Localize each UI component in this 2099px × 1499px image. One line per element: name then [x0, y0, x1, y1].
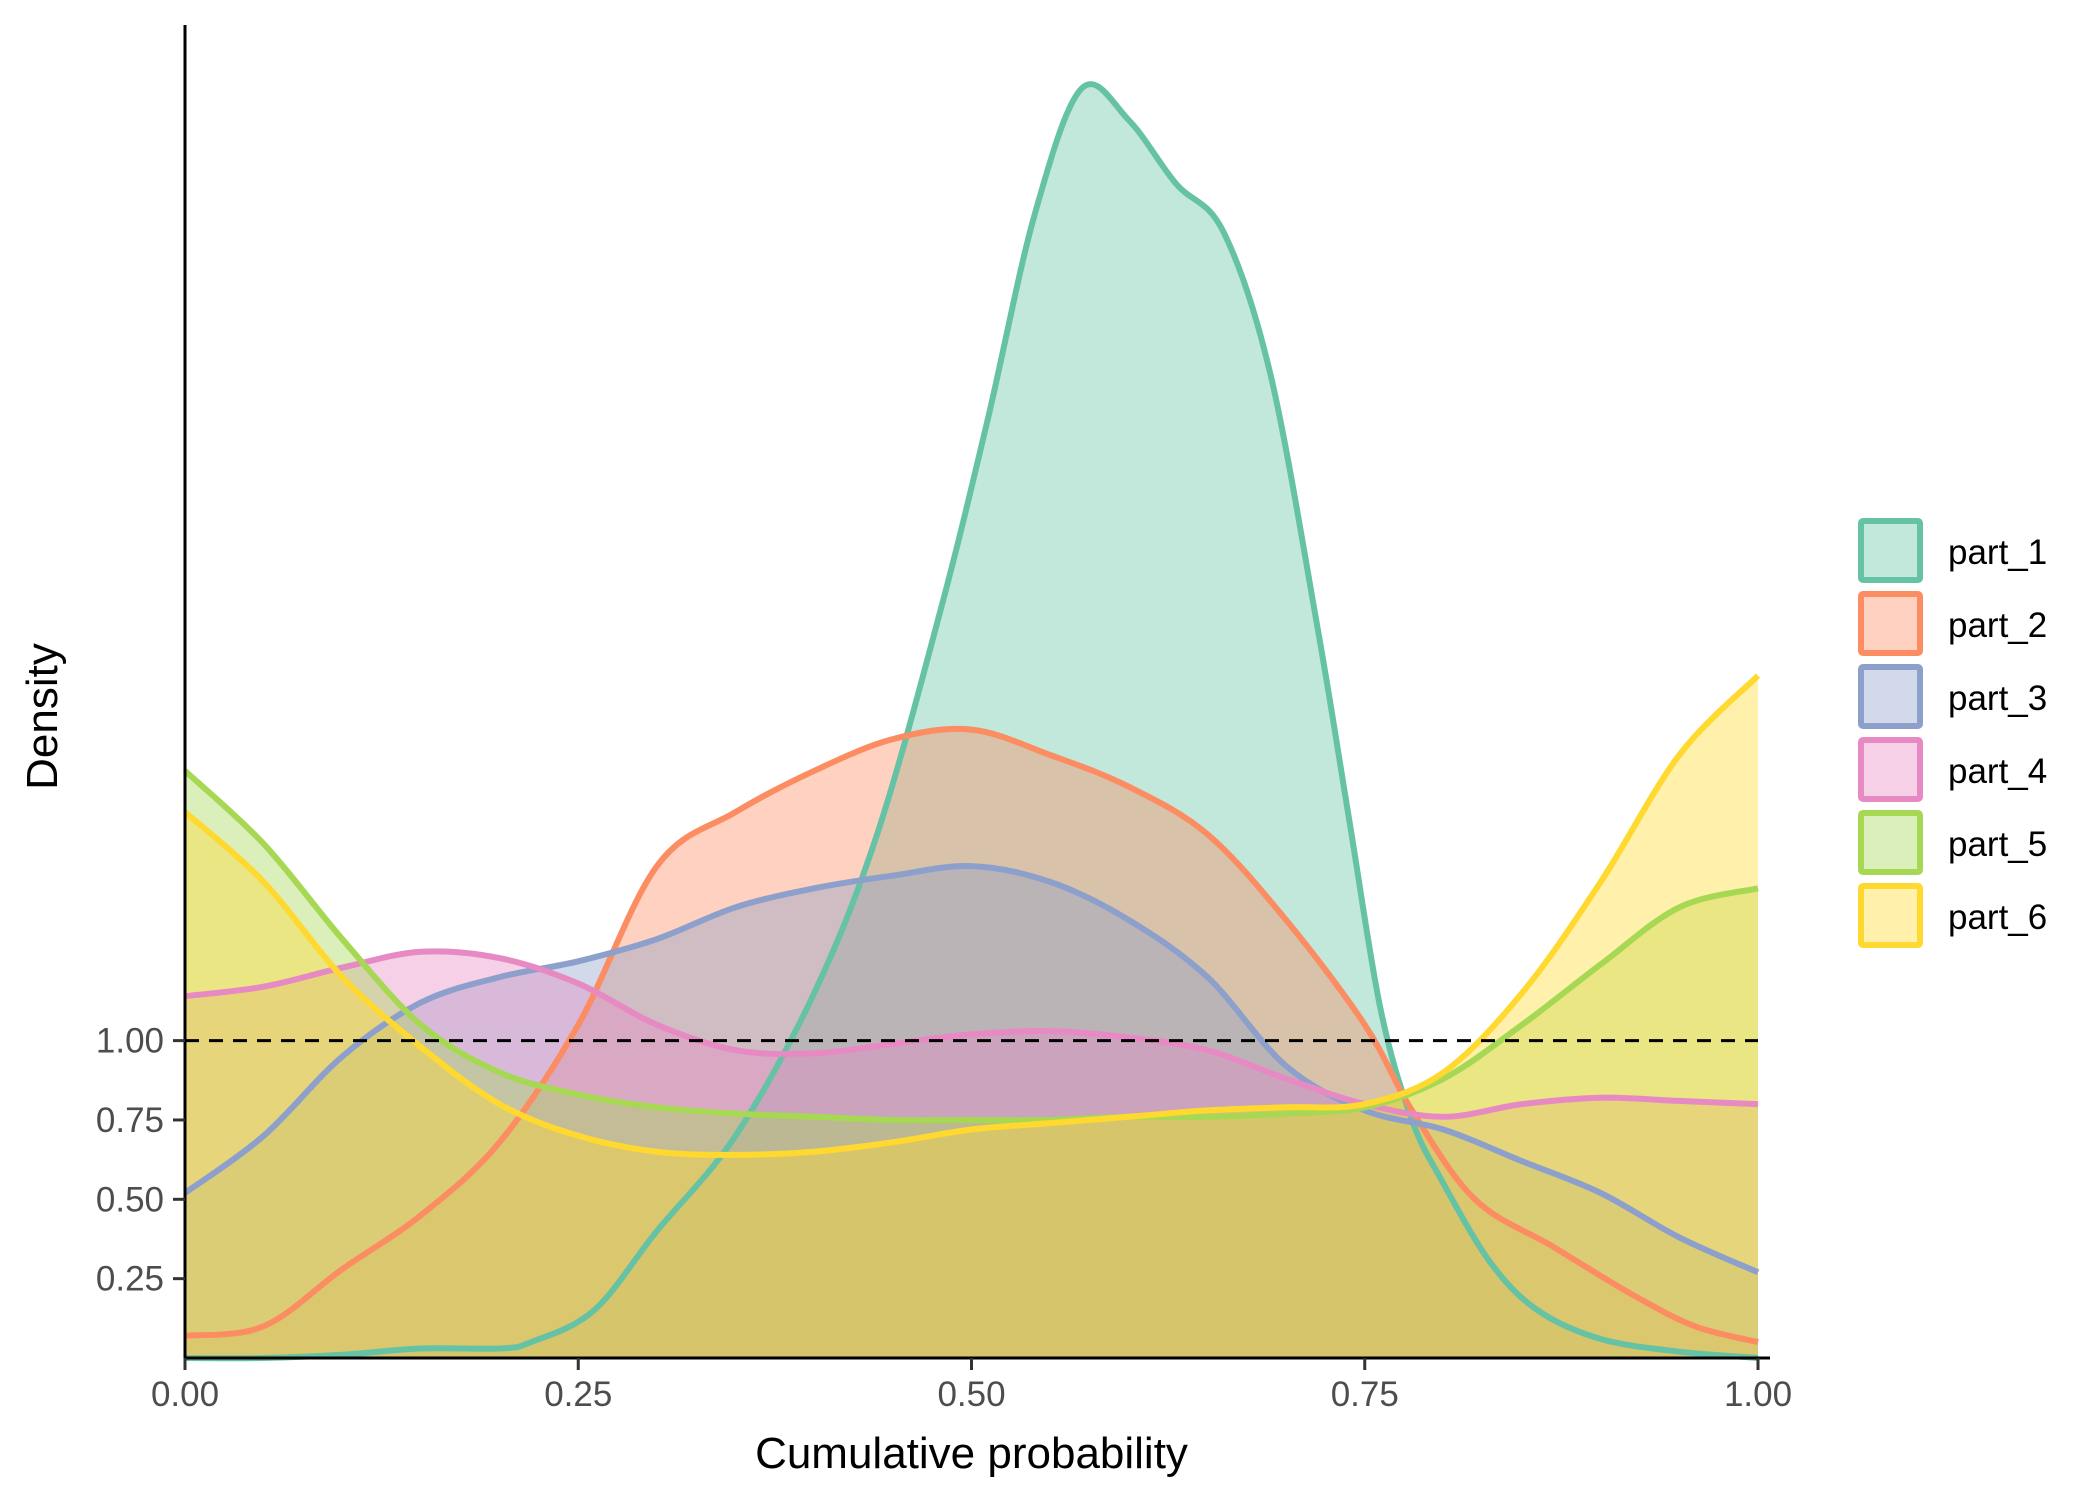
legend-label: part_3 [1948, 679, 2047, 718]
y-tick-label: 0.75 [96, 1101, 164, 1140]
legend-label: part_2 [1948, 606, 2047, 645]
y-tick-label: 1.00 [96, 1022, 164, 1061]
x-axis-title: Cumulative probability [755, 1429, 1188, 1478]
x-tick-label: 0.00 [151, 1375, 219, 1414]
x-axis-ticks: 0.00 0.25 0.50 0.75 1.00 [151, 1358, 1792, 1414]
legend-item-part_6: part_6 [1858, 883, 2047, 948]
legend-swatch [1858, 810, 1923, 875]
y-axis-ticks: 0.25 0.50 0.75 1.00 [96, 1022, 185, 1299]
density-lines [182, 81, 1761, 1362]
line-part_4 [184, 948, 1759, 1120]
y-tick-label: 0.25 [96, 1260, 164, 1299]
legend-label: part_4 [1948, 752, 2047, 791]
legend-item-part_4: part_4 [1858, 737, 2047, 802]
legend-item-part_5: part_5 [1858, 810, 2047, 875]
area-part_5 [185, 770, 1758, 1358]
line-part_1 [184, 81, 1759, 1362]
line-part_2 [184, 725, 1759, 1346]
legend: part_1 part_2 part_3 part_4 part_5 part_6 [1858, 518, 2047, 948]
line-part_6 [183, 673, 1761, 1158]
legend-item-part_3: part_3 [1858, 664, 2047, 729]
area-part_2 [185, 728, 1758, 1358]
line-part_5 [182, 768, 1759, 1124]
x-tick-label: 1.00 [1724, 1375, 1792, 1414]
legend-item-part_1: part_1 [1858, 518, 2047, 583]
area-part_4 [185, 951, 1758, 1358]
area-part_6 [185, 675, 1758, 1358]
legend-swatch [1858, 883, 1923, 948]
x-tick-label: 0.25 [544, 1375, 612, 1414]
legend-swatch [1858, 737, 1923, 802]
legend-swatch [1858, 664, 1923, 729]
x-tick-label: 0.50 [937, 1375, 1005, 1414]
y-axis-title: Density [18, 643, 67, 790]
legend-label: part_6 [1948, 898, 2047, 937]
legend-swatch [1858, 518, 1923, 583]
legend-swatch [1858, 591, 1923, 656]
y-tick-label: 0.50 [96, 1180, 164, 1219]
legend-item-part_2: part_2 [1858, 591, 2047, 656]
legend-label: part_1 [1948, 533, 2047, 572]
x-tick-label: 0.75 [1331, 1375, 1399, 1414]
line-part_3 [183, 863, 1760, 1276]
area-part_3 [185, 865, 1758, 1358]
legend-label: part_5 [1948, 825, 2047, 864]
